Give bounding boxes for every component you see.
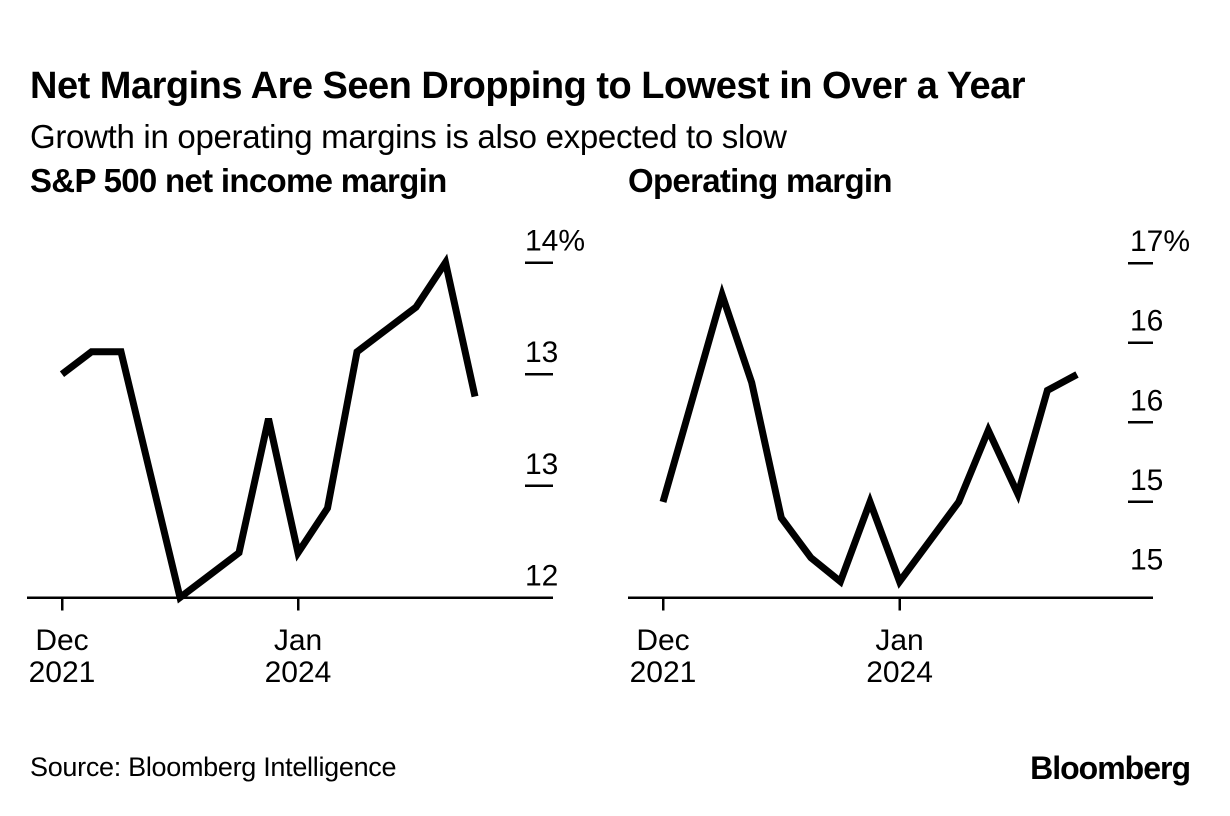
x-tick-label-year: 2024 xyxy=(866,656,933,689)
data-line xyxy=(659,283,1079,589)
page-subtitle: Growth in operating margins is also expe… xyxy=(30,118,787,155)
chart-title-operating-margin: Operating margin xyxy=(628,162,893,199)
x-tick-label-year: 2021 xyxy=(29,656,96,689)
charts-canvas: Dec2021Jan202414%131312Dec2021Jan202417%… xyxy=(27,225,1190,689)
x-tick-label-month: Dec xyxy=(636,624,689,657)
data-line xyxy=(59,253,479,604)
x-tick-label-month: Jan xyxy=(274,624,322,657)
page-title: Net Margins Are Seen Dropping to Lowest … xyxy=(30,65,1026,108)
x-tick-label-month: Jan xyxy=(875,624,923,657)
x-tick-label-month: Dec xyxy=(35,624,88,657)
x-tick-label-year: 2024 xyxy=(265,656,332,689)
x-tick-label-year: 2021 xyxy=(630,656,697,689)
y-tick-label: 12 xyxy=(525,560,558,593)
source-note: Source: Bloomberg Intelligence xyxy=(30,752,397,782)
y-tick-label: 17% xyxy=(1130,225,1190,258)
y-tick-label: 14% xyxy=(525,225,585,258)
y-tick-label: 15 xyxy=(1130,464,1163,497)
y-tick-label: 13 xyxy=(525,336,558,369)
chart-title-net-income-margin: S&P 500 net income margin xyxy=(30,162,447,199)
y-tick-label: 16 xyxy=(1130,384,1163,417)
y-tick-label: 13 xyxy=(525,448,558,481)
y-tick-label: 16 xyxy=(1130,305,1163,338)
y-tick-label: 15 xyxy=(1130,544,1163,577)
bloomberg-logo: Bloomberg xyxy=(1030,750,1191,786)
